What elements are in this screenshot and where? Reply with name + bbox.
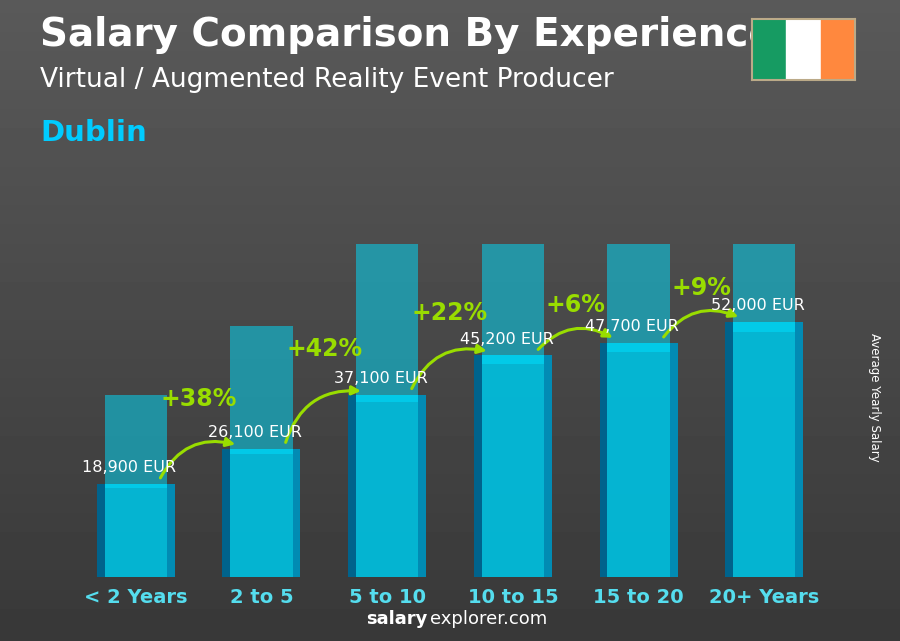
Text: +22%: +22%	[412, 301, 488, 325]
Bar	[348, 395, 356, 577]
Bar	[544, 355, 552, 577]
Bar	[474, 355, 552, 577]
Bar	[796, 322, 804, 577]
Bar	[670, 343, 678, 577]
Text: 26,100 EUR: 26,100 EUR	[208, 425, 302, 440]
Bar	[725, 322, 804, 577]
Bar	[734, 78, 796, 332]
Text: 52,000 EUR: 52,000 EUR	[711, 298, 805, 313]
Bar	[166, 484, 175, 577]
Bar	[821, 19, 855, 80]
Bar	[104, 395, 166, 488]
Text: 47,700 EUR: 47,700 EUR	[585, 319, 680, 334]
Bar	[474, 355, 482, 577]
Bar	[786, 19, 821, 80]
Bar	[599, 343, 608, 577]
Bar	[96, 484, 175, 577]
Text: Virtual / Augmented Reality Event Producer: Virtual / Augmented Reality Event Produc…	[40, 67, 614, 94]
Bar	[418, 395, 426, 577]
Bar	[348, 395, 426, 577]
Bar	[356, 221, 419, 403]
Bar	[222, 449, 230, 577]
Text: salary: salary	[366, 610, 427, 628]
FancyArrowPatch shape	[411, 345, 483, 388]
Bar	[599, 343, 678, 577]
Text: Average Yearly Salary: Average Yearly Salary	[868, 333, 881, 462]
Text: 37,100 EUR: 37,100 EUR	[334, 371, 427, 387]
FancyArrowPatch shape	[160, 438, 232, 478]
Bar	[230, 326, 292, 454]
Bar	[725, 322, 734, 577]
Bar	[482, 143, 544, 364]
Bar	[96, 484, 104, 577]
Bar	[222, 449, 301, 577]
Text: +9%: +9%	[671, 276, 732, 300]
Text: Salary Comparison By Experience: Salary Comparison By Experience	[40, 16, 775, 54]
FancyArrowPatch shape	[663, 310, 735, 337]
Text: +6%: +6%	[545, 293, 606, 317]
Text: Dublin: Dublin	[40, 119, 148, 147]
Bar	[292, 449, 301, 577]
FancyArrowPatch shape	[285, 387, 357, 442]
Text: explorer.com: explorer.com	[430, 610, 547, 628]
Bar	[752, 19, 786, 80]
Text: 45,200 EUR: 45,200 EUR	[460, 331, 554, 347]
Bar	[608, 119, 670, 353]
FancyArrowPatch shape	[538, 328, 610, 349]
Text: 18,900 EUR: 18,900 EUR	[83, 460, 176, 476]
Text: +38%: +38%	[160, 387, 237, 411]
Text: +42%: +42%	[286, 337, 363, 361]
